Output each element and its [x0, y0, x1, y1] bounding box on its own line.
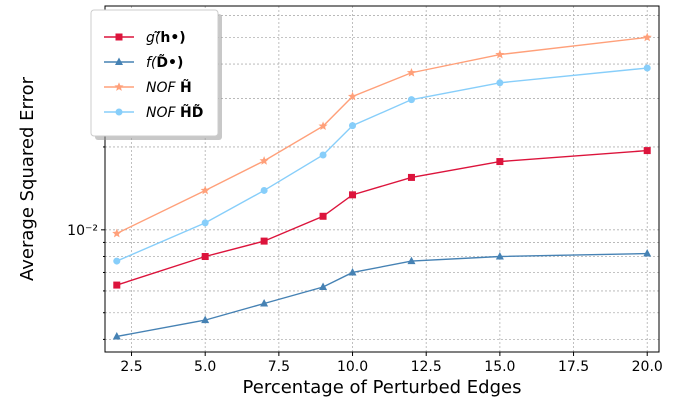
- data-point: [260, 237, 268, 245]
- data-point: [407, 256, 416, 265]
- legend-label-prefix: NOF: [146, 105, 180, 121]
- data-point: [496, 79, 504, 87]
- data-point: [406, 67, 417, 77]
- legend-label: NOF H̃D̃: [146, 104, 203, 121]
- x-tick-label: 2.5: [120, 359, 142, 375]
- x-tick-label: 17.5: [558, 359, 589, 375]
- data-point: [113, 257, 121, 265]
- data-point: [201, 315, 210, 324]
- series-1: [112, 249, 652, 340]
- x-tick-label: 12.5: [411, 359, 442, 375]
- data-point: [349, 122, 357, 130]
- y-tick-label: 10⁻²: [67, 223, 98, 239]
- data-point: [407, 96, 415, 104]
- x-axis-label: Percentage of Perturbed Edges: [243, 377, 522, 398]
- legend-label-prefix: g(: [146, 30, 161, 46]
- legend-label-symbol: H̃: [180, 79, 192, 96]
- data-point: [495, 49, 505, 59]
- x-tick-label: 7.5: [268, 359, 290, 375]
- plot-area-frame: [104, 5, 660, 353]
- data-point: [348, 267, 357, 276]
- x-tick-label: 10.0: [337, 359, 368, 375]
- legend-label: NOF H̃: [146, 79, 192, 96]
- legend-label: f(D̃•): [146, 54, 183, 71]
- data-point: [113, 281, 121, 289]
- data-point: [495, 252, 504, 260]
- series-3: [113, 64, 651, 265]
- legend-label-symbol: D̃•): [156, 54, 183, 71]
- data-point: [349, 191, 357, 199]
- data-point: [201, 219, 209, 227]
- series-2: [112, 32, 652, 238]
- legend-entry: NOF H̃D̃: [104, 104, 203, 121]
- data-point: [260, 186, 268, 194]
- series-0: [113, 147, 651, 289]
- data-point: [259, 156, 269, 165]
- axis-ticks: 2.5 5.0 7.5 10.0 12.5 15.0 17.5 20.0 10⁻²: [67, 15, 663, 375]
- data-point: [643, 249, 652, 257]
- legend-label: g(̃h•): [146, 30, 186, 46]
- legend-entry: f(D̃•): [104, 54, 183, 71]
- x-tick-label: 15.0: [484, 359, 515, 375]
- legend-marker: [115, 33, 123, 41]
- legend-label-prefix: NOF: [146, 80, 180, 96]
- grid-lines: [105, 6, 659, 352]
- y-axis-label: Average Squared Error: [17, 76, 38, 281]
- data-point: [201, 253, 209, 261]
- series-line: [116, 36, 648, 235]
- legend-marker: [114, 82, 124, 91]
- series-layer: [112, 32, 652, 340]
- data-point: [260, 299, 269, 307]
- legend-label-prefix: f(: [146, 55, 157, 71]
- series-line: [116, 149, 648, 286]
- legend-marker: [115, 57, 123, 65]
- data-point: [643, 64, 651, 72]
- data-point: [112, 331, 121, 340]
- data-point: [642, 32, 652, 42]
- series-line: [116, 67, 648, 262]
- legend-label-symbol: H̃D̃: [180, 104, 203, 121]
- data-point: [643, 147, 651, 155]
- series-line: [116, 252, 648, 338]
- legend-entry: NOF H̃: [104, 79, 192, 96]
- legend-entry: g(̃h•): [104, 30, 186, 46]
- x-tick-label: 5.0: [194, 359, 216, 375]
- data-point: [200, 185, 210, 195]
- data-point: [496, 158, 504, 166]
- x-tick-label: 20.0: [632, 359, 663, 375]
- data-point: [112, 228, 122, 238]
- data-point: [319, 282, 328, 290]
- data-point: [319, 212, 327, 220]
- legend: g(̃h•)f(D̃•)NOF H̃NOF H̃D̃: [90, 9, 222, 140]
- data-point: [347, 91, 358, 101]
- data-point: [407, 173, 415, 181]
- data-point: [319, 151, 327, 159]
- legend-label-symbol: ̃h•): [154, 30, 185, 46]
- legend-marker: [115, 108, 123, 116]
- data-point: [318, 121, 328, 131]
- legend-box: [90, 9, 219, 137]
